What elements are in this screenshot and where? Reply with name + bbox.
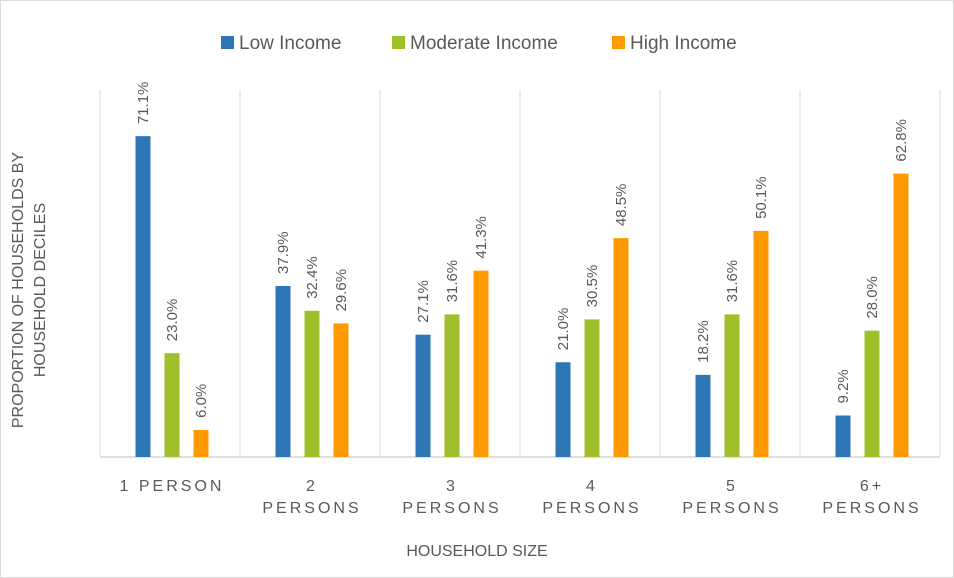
legend-label: High Income xyxy=(630,33,737,54)
legend-swatch xyxy=(392,36,405,49)
legend-label: Moderate Income xyxy=(410,33,558,54)
x-tick-label: 4 PERSONS xyxy=(542,478,642,517)
value-label: 18.2% xyxy=(695,320,712,363)
bar xyxy=(164,353,180,457)
x-tick-label: 1 PERSON xyxy=(119,478,225,495)
bar xyxy=(893,173,909,458)
y-axis-title: PROPORTION OF HOUSEHOLDS BY HOUSEHOLD DE… xyxy=(10,151,49,429)
value-label: 37.9% xyxy=(275,231,292,274)
value-label: 50.1% xyxy=(753,176,770,219)
bar xyxy=(473,270,489,457)
x-tick-label: 3 PERSONS xyxy=(402,478,502,517)
bar xyxy=(695,374,711,457)
value-label: 71.1% xyxy=(135,82,152,125)
bar xyxy=(275,285,291,457)
value-label: 23.0% xyxy=(164,299,181,342)
bar xyxy=(415,334,431,457)
value-label: 62.8% xyxy=(893,119,910,162)
legend-swatch xyxy=(612,36,625,49)
value-label: 32.4% xyxy=(304,256,321,299)
value-label: 41.3% xyxy=(473,216,490,259)
x-axis-title: HOUSEHOLD SIZE xyxy=(406,543,548,560)
value-label: 31.6% xyxy=(444,260,461,303)
bar xyxy=(724,314,740,457)
bar xyxy=(444,314,460,457)
legend-label: Low Income xyxy=(239,33,341,54)
value-label: 31.6% xyxy=(724,260,741,303)
bar xyxy=(613,238,629,457)
legend-swatch xyxy=(221,36,234,49)
x-tick-label: 2 PERSONS xyxy=(262,478,362,517)
bar xyxy=(193,429,209,457)
bar xyxy=(555,362,571,457)
bar xyxy=(864,330,880,457)
x-tick-label: 5 PERSONS xyxy=(682,478,782,517)
value-label: 28.0% xyxy=(864,276,881,319)
bar xyxy=(835,415,851,457)
value-label: 48.5% xyxy=(613,184,630,227)
value-label: 9.2% xyxy=(835,369,852,403)
bar xyxy=(753,230,769,457)
value-label: 29.6% xyxy=(333,269,350,312)
bar xyxy=(584,319,600,457)
value-label: 30.5% xyxy=(584,265,601,308)
bar xyxy=(304,310,320,457)
bar xyxy=(135,136,151,457)
value-label: 27.1% xyxy=(415,280,432,323)
value-label: 6.0% xyxy=(193,384,210,418)
value-label: 21.0% xyxy=(555,308,572,351)
bar xyxy=(333,323,349,457)
x-tick-label: 6+ PERSONS xyxy=(822,478,922,517)
